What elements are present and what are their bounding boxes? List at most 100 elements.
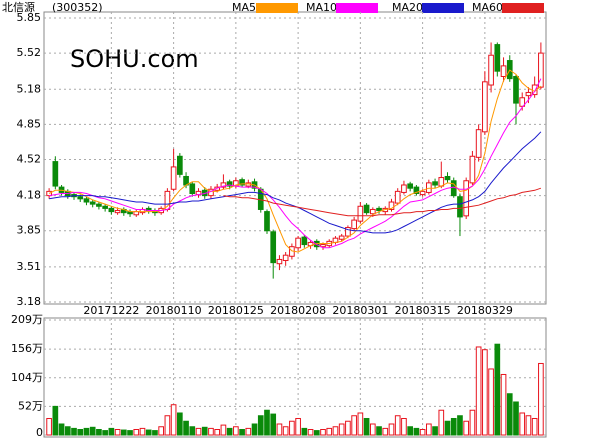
candle-body <box>444 175 451 181</box>
candle-body <box>177 155 183 175</box>
volume-bar <box>239 428 245 436</box>
y-tick-label: 5.18 <box>17 82 42 95</box>
volume-tick-label: 156万 <box>11 342 43 355</box>
candle-body <box>494 44 501 72</box>
candle-body <box>270 231 277 264</box>
x-tick-label: 20180315 <box>395 304 451 317</box>
candle-body <box>345 227 351 237</box>
candle-body <box>282 254 289 262</box>
candle-body <box>369 208 376 215</box>
y-tick-label: 4.52 <box>17 152 42 165</box>
volume-bar <box>120 429 127 436</box>
volume-bar <box>494 343 501 436</box>
candle-body <box>276 258 283 265</box>
volume-bar <box>438 409 445 436</box>
volume-bar <box>195 427 202 436</box>
volume-bar <box>158 426 164 436</box>
candle-body <box>457 196 463 218</box>
candle-body <box>401 184 407 193</box>
volume-bar <box>506 393 513 436</box>
volume-bar <box>320 428 326 436</box>
candle-body <box>525 91 532 97</box>
volume-bar <box>264 409 270 436</box>
candle-body <box>357 205 364 222</box>
volume-bar <box>46 417 52 436</box>
volume-bar <box>450 417 457 436</box>
volume-bar <box>338 423 345 436</box>
volume-bar <box>426 423 432 436</box>
y-tick-label: 3.85 <box>17 224 42 237</box>
candle-body <box>189 183 196 195</box>
volume-bar <box>369 423 376 436</box>
volume-bar <box>432 426 438 436</box>
candle-body <box>89 201 96 205</box>
ma-line <box>49 131 542 234</box>
x-tick-label: 20171222 <box>83 304 139 317</box>
y-tick-label: 5.52 <box>17 46 42 59</box>
legend-swatch <box>336 3 378 13</box>
volume-bar <box>357 412 364 436</box>
candle-body <box>295 237 301 249</box>
y-tick-label: 3.51 <box>17 260 42 273</box>
volume-bar <box>332 426 339 436</box>
volume-bar <box>245 427 252 436</box>
legend-label: MA5 <box>232 1 256 14</box>
candle-body <box>519 97 526 107</box>
volume-bar <box>170 404 177 436</box>
volume-bar <box>276 423 283 436</box>
volume-bar <box>127 430 133 436</box>
volume-bar <box>152 430 158 436</box>
ma-line <box>49 78 542 249</box>
candle-body <box>52 161 59 187</box>
candle-body <box>301 236 308 246</box>
volume-bar <box>52 405 59 436</box>
volume-bar <box>133 428 140 436</box>
y-tick-label: 4.18 <box>17 189 42 202</box>
candle-body <box>388 201 395 210</box>
candle-body <box>102 205 108 209</box>
y-tick-label: 3.18 <box>17 295 42 308</box>
legend-label: MA10 <box>306 1 337 14</box>
candle-body <box>338 235 345 240</box>
candle-body <box>320 244 326 248</box>
candle-body <box>407 183 413 189</box>
volume-bar <box>257 415 264 436</box>
candle-body <box>463 180 470 217</box>
volume-bar <box>58 423 65 436</box>
volume-bar <box>233 426 239 436</box>
candle-body <box>488 54 494 86</box>
volume-bar <box>220 424 227 436</box>
candle-body <box>226 181 233 187</box>
volume-bar <box>519 412 526 436</box>
volume-bar <box>388 423 395 436</box>
volume-bar <box>96 428 102 436</box>
volume-bar <box>419 428 426 436</box>
candle-body <box>264 211 270 232</box>
watermark: SOHU.com <box>70 45 199 73</box>
volume-bar <box>189 426 196 436</box>
candle-body <box>108 207 115 213</box>
volume-bar <box>102 430 108 436</box>
volume-bar <box>301 427 308 436</box>
volume-bar <box>164 415 171 436</box>
candle-body <box>475 129 482 158</box>
volume-bar <box>538 362 544 436</box>
volume-bar <box>139 427 146 436</box>
legend: MA5 MA10 MA20 MA60 <box>232 1 544 14</box>
candle-body <box>96 203 102 207</box>
candle-body <box>363 204 370 214</box>
volume-bar <box>376 426 382 436</box>
legend-label: MA20 <box>392 1 423 14</box>
x-tick-label: 20180110 <box>146 304 202 317</box>
candle-body <box>426 182 432 193</box>
x-tick-label: 20180208 <box>270 304 326 317</box>
volume-bar <box>64 426 71 436</box>
volume-bar <box>89 426 96 436</box>
stock-name: 北信源 <box>2 0 35 14</box>
y-tick-label: 4.85 <box>17 117 42 130</box>
candle-body <box>114 210 121 214</box>
volume-bar <box>307 428 314 436</box>
volume-bar <box>83 427 90 436</box>
volume-bar <box>208 427 214 436</box>
